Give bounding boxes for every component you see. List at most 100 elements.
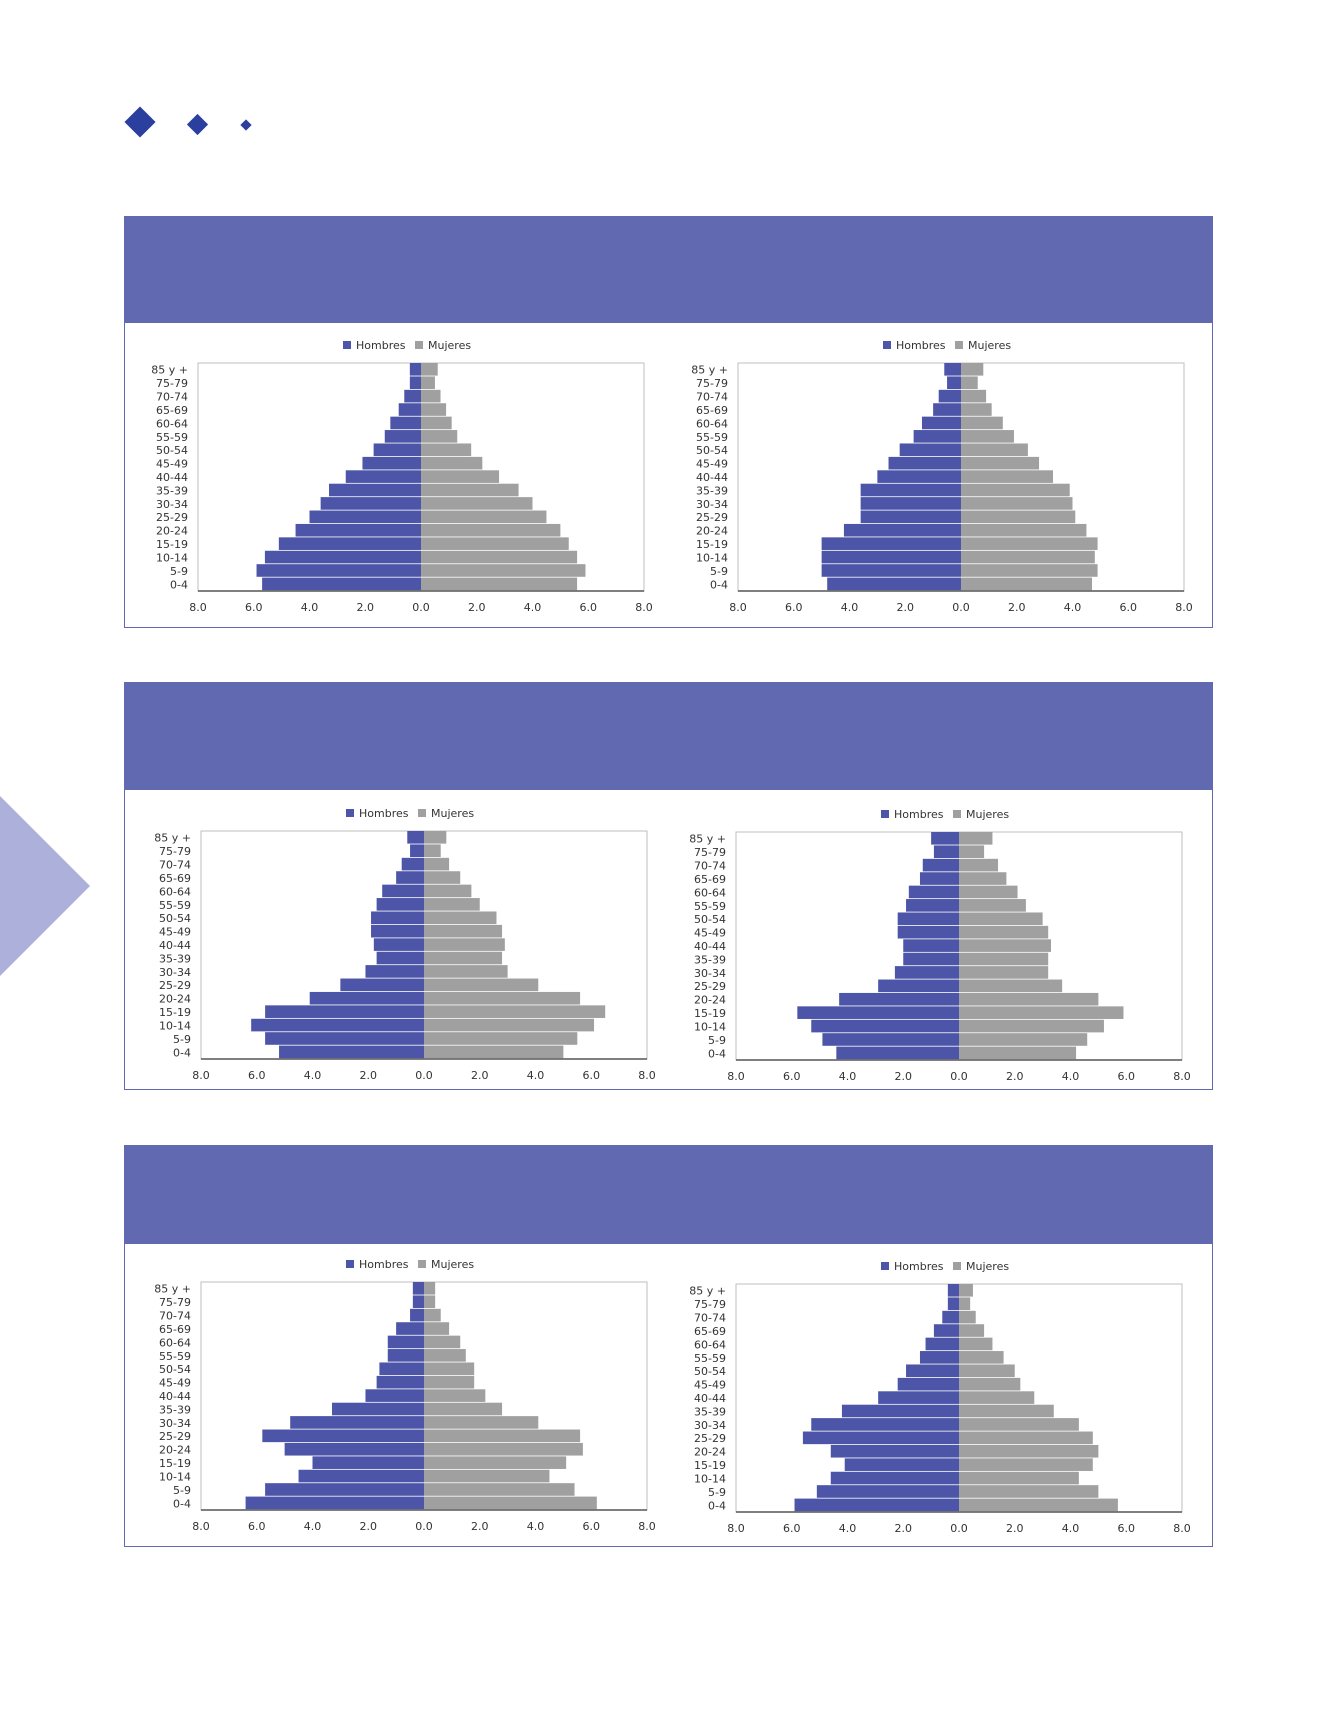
bar-hombres	[811, 1418, 959, 1431]
y-tick-label: 10-14	[156, 551, 188, 564]
y-tick-label: 55-59	[159, 899, 191, 912]
bar-mujeres	[959, 1391, 1035, 1404]
y-tick-label: 20-24	[694, 994, 726, 1007]
x-tick-label: 4.0	[304, 1069, 322, 1081]
bar-hombres	[897, 925, 959, 939]
legend-swatch-mujeres	[953, 810, 961, 818]
bar-hombres	[822, 1033, 959, 1046]
bar-hombres	[816, 1485, 959, 1498]
x-tick-label: 8.0	[1175, 601, 1193, 613]
bar-mujeres	[961, 443, 1028, 457]
x-tick-label: 6.0	[783, 1070, 801, 1082]
y-tick-label: 75-79	[694, 846, 726, 859]
bar-hombres	[298, 1469, 424, 1483]
y-tick-label: 50-54	[694, 1365, 726, 1378]
bar-mujeres	[959, 1297, 971, 1311]
bar-mujeres	[421, 416, 452, 430]
bar-hombres	[373, 443, 421, 457]
legend-label-mujeres: Mujeres	[431, 1258, 474, 1271]
y-tick-label: 60-64	[159, 885, 191, 898]
x-tick-label: 4.0	[304, 1520, 322, 1532]
bar-mujeres	[959, 832, 993, 845]
x-tick-label: 2.0	[897, 601, 915, 613]
y-tick-label: 5-9	[708, 1034, 726, 1047]
bar-hombres	[797, 1006, 959, 1019]
legend: Hombres Mujeres	[346, 807, 474, 820]
bar-hombres	[794, 1498, 959, 1512]
y-tick-label: 40-44	[159, 1390, 191, 1403]
x-tick-label: 8.0	[189, 601, 207, 613]
y-tick-label: 35-39	[156, 484, 188, 497]
bar-hombres	[860, 510, 961, 524]
y-tick-label: 20-24	[159, 993, 191, 1006]
bar-hombres	[412, 1295, 424, 1309]
bar-mujeres	[959, 1364, 1015, 1378]
bar-mujeres	[421, 550, 578, 564]
x-tick-label: 6.0	[1118, 1522, 1136, 1534]
x-tick-label: 8.0	[1173, 1070, 1191, 1082]
bar-hombres	[387, 1335, 424, 1349]
bar-mujeres	[424, 1362, 475, 1376]
population-pyramid-chart-3: Hombres Mujeres 85 y +75-7970-7465-6960-64…	[154, 807, 655, 1081]
bar-hombres	[944, 363, 961, 376]
bar-mujeres	[959, 1458, 1093, 1471]
legend-label-hombres: Hombres	[896, 339, 946, 352]
y-tick-label: 35-39	[694, 953, 726, 966]
bar-mujeres	[421, 403, 447, 416]
legend-swatch-hombres	[881, 810, 889, 818]
bar-mujeres	[961, 430, 1014, 443]
bar-hombres	[906, 1364, 959, 1378]
x-tick-label: 0.0	[415, 1069, 433, 1081]
legend-label-mujeres: Mujeres	[968, 339, 1011, 352]
y-tick-label: 20-24	[696, 525, 728, 538]
bar-hombres	[251, 1018, 424, 1032]
x-tick-label: 2.0	[1006, 1522, 1024, 1534]
x-tick-label: 6.0	[785, 601, 803, 613]
bar-mujeres	[424, 1469, 550, 1483]
y-tick-label: 35-39	[696, 484, 728, 497]
legend-label-mujeres: Mujeres	[431, 807, 474, 820]
bar-mujeres	[421, 456, 483, 470]
y-tick-label: 50-54	[156, 444, 188, 457]
x-tick-label: 8.0	[729, 601, 747, 613]
x-tick-label: 8.0	[192, 1069, 210, 1081]
y-tick-label: 25-29	[159, 979, 191, 992]
bar-hombres	[844, 1458, 959, 1471]
x-tick-label: 2.0	[895, 1522, 913, 1534]
bar-mujeres	[424, 1282, 436, 1295]
bar-mujeres	[961, 523, 1087, 537]
diamond-small-icon	[240, 119, 252, 131]
bar-hombres	[830, 1444, 959, 1458]
y-tick-label: 10-14	[694, 1020, 726, 1033]
bar-hombres	[340, 978, 424, 992]
bar-mujeres	[421, 376, 435, 390]
bar-mujeres	[959, 1431, 1093, 1445]
bar-hombres	[290, 1416, 424, 1429]
bar-hombres	[897, 1377, 959, 1391]
bar-hombres	[295, 523, 421, 537]
bar-hombres	[362, 456, 421, 470]
side-triangle-icon	[0, 796, 90, 976]
y-tick-label: 85 y +	[689, 1285, 726, 1298]
bar-mujeres	[424, 1496, 597, 1510]
y-tick-label: 40-44	[694, 1392, 726, 1405]
bar-mujeres	[959, 1377, 1021, 1391]
bar-mujeres	[421, 523, 561, 537]
y-tick-label: 65-69	[156, 404, 188, 417]
bar-mujeres	[424, 831, 447, 844]
x-tick-label: 4.0	[524, 601, 542, 613]
y-tick-label: 10-14	[159, 1470, 191, 1483]
y-tick-label: 60-64	[694, 886, 726, 899]
panel-header-3	[125, 1146, 1212, 1244]
bar-mujeres	[424, 898, 480, 911]
bar-hombres	[309, 510, 421, 524]
y-tick-label: 5-9	[710, 565, 728, 578]
y-tick-label: 75-79	[159, 1296, 191, 1309]
y-tick-label: 65-69	[159, 1323, 191, 1336]
bar-mujeres	[959, 992, 1099, 1006]
bar-hombres	[802, 1431, 959, 1445]
legend-swatch-hombres	[881, 1262, 889, 1270]
bar-mujeres	[421, 363, 438, 376]
panel-header-2	[125, 683, 1212, 790]
x-tick-label: 6.0	[580, 601, 598, 613]
